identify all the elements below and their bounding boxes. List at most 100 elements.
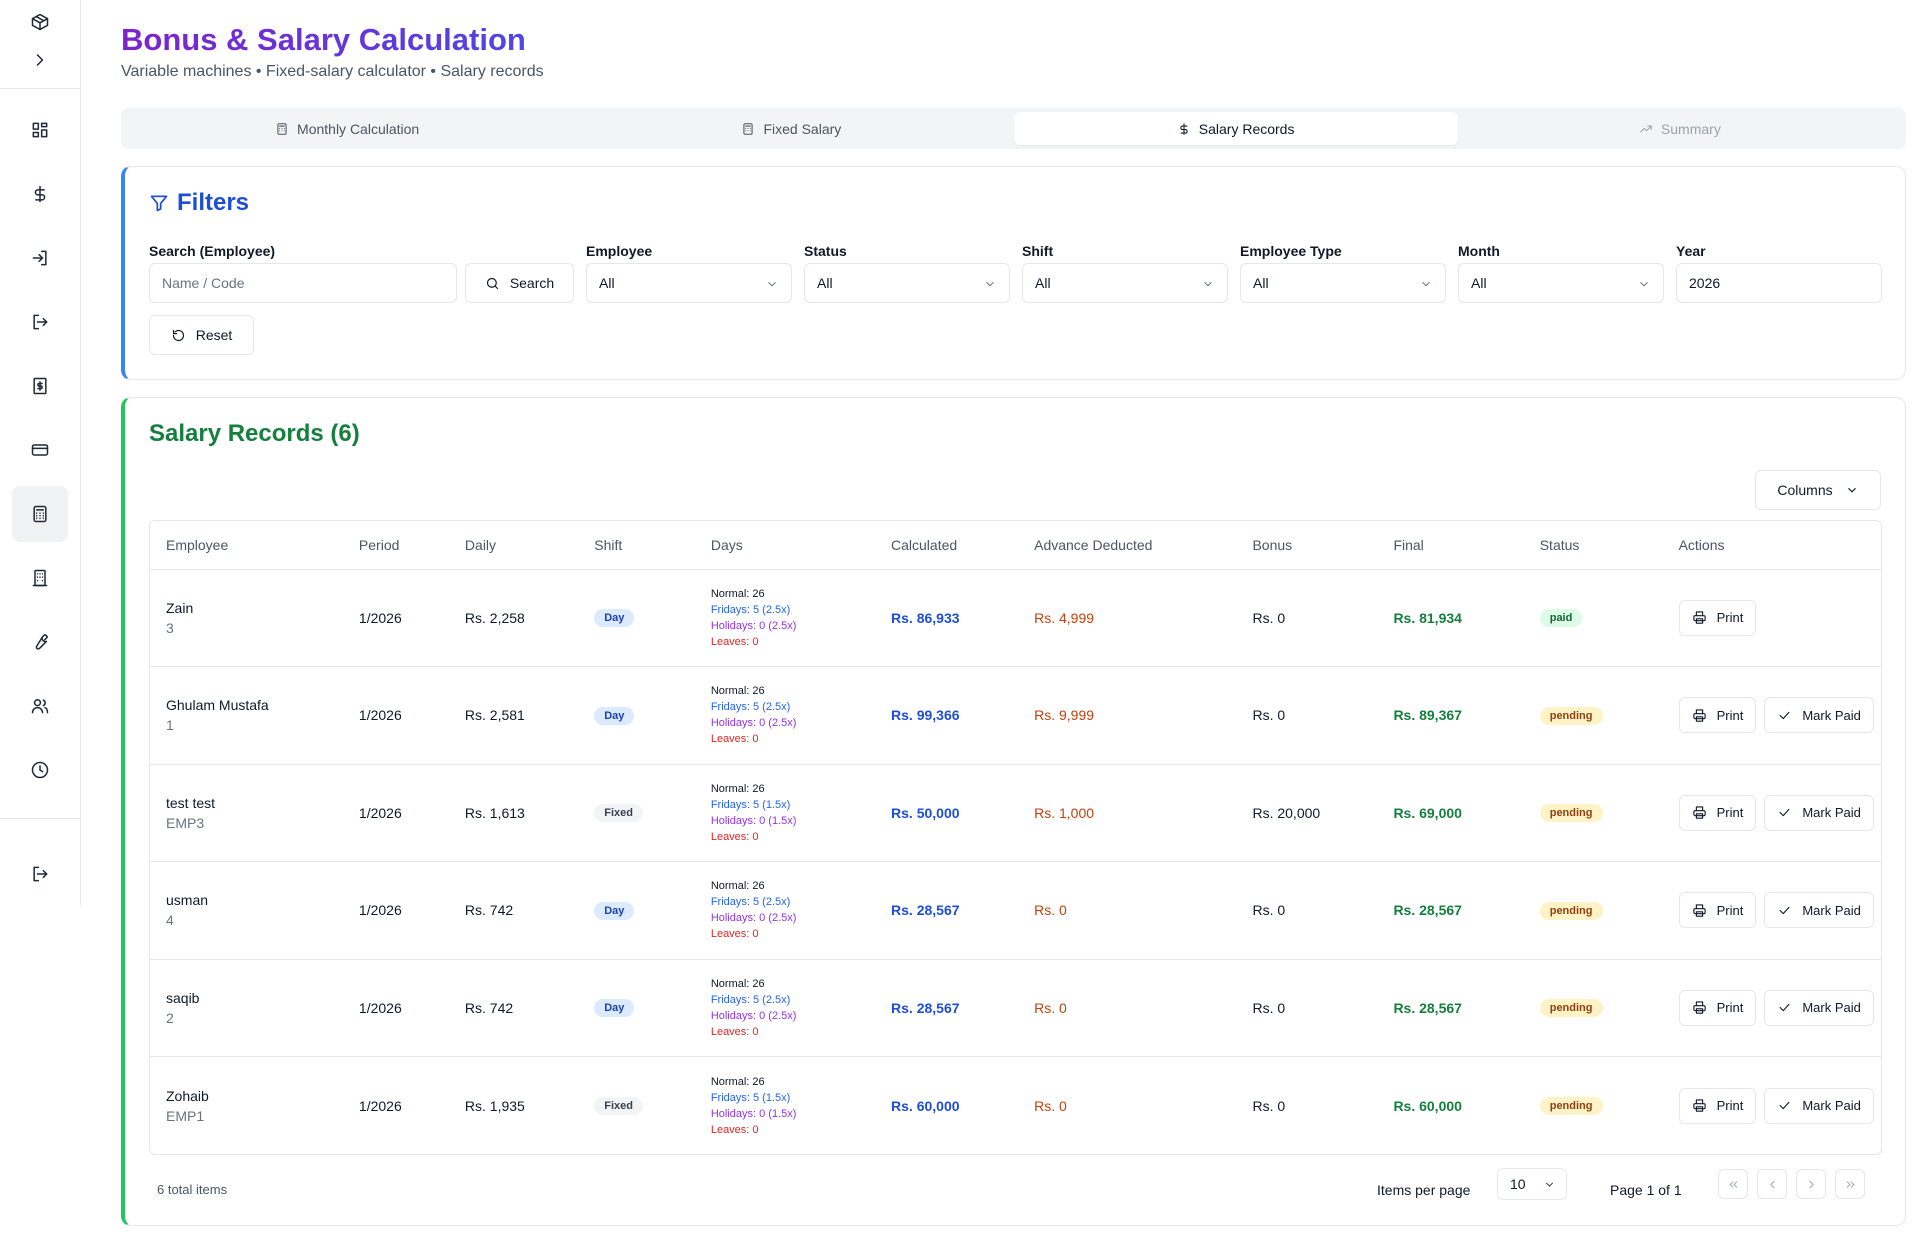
- sidebar-item-check-in[interactable]: [12, 230, 68, 286]
- sidebar-item-salary[interactable]: [12, 166, 68, 222]
- status-select[interactable]: All: [804, 263, 1010, 303]
- column-header[interactable]: Shift: [578, 521, 695, 570]
- calculated-cell: Rs. 28,567: [875, 861, 1019, 960]
- column-header[interactable]: Days: [694, 521, 876, 570]
- chevrons-right-icon: [1846, 1180, 1854, 1188]
- daily-cell: Rs. 2,581: [448, 666, 579, 765]
- holiday-days: Holidays: 0 (1.5x): [710, 1107, 797, 1120]
- advance-deducted-cell: Rs. 4,999: [1018, 569, 1237, 667]
- search-input[interactable]: Name / Code: [149, 263, 457, 303]
- employee-name: Ghulam Mustafa: [166, 697, 269, 714]
- daily-cell: Rs. 742: [448, 861, 579, 960]
- employee-cell: Zain 3: [150, 569, 343, 667]
- sidebar-item-employees[interactable]: [12, 678, 68, 734]
- box-icon[interactable]: [26, 8, 54, 36]
- printer-icon: [1692, 1001, 1706, 1014]
- normal-days: Normal: 26: [710, 782, 765, 795]
- column-header[interactable]: Calculated: [875, 521, 1019, 570]
- reset-button[interactable]: Reset: [149, 315, 254, 355]
- previous-page-button[interactable]: [1757, 1169, 1787, 1199]
- employee-code: 1: [166, 717, 174, 734]
- employee-cell: Zohaib EMP1: [150, 1057, 343, 1155]
- sidebar-item-payroll[interactable]: [12, 358, 68, 414]
- items-per-page-select[interactable]: 10: [1497, 1168, 1567, 1200]
- print-button[interactable]: Print: [1678, 697, 1757, 734]
- total-items: 6 total items: [157, 1182, 228, 1197]
- sidebar-item-check-out[interactable]: [12, 294, 68, 350]
- column-header[interactable]: Bonus: [1236, 521, 1378, 570]
- print-button[interactable]: Print: [1678, 599, 1757, 636]
- mark-paid-button[interactable]: Mark Paid: [1764, 892, 1874, 929]
- days-cell: Normal: 26 Fridays: 5 (2.5x) Holidays: 0 (…: [694, 861, 876, 960]
- final-cell: Rs. 28,567: [1377, 959, 1524, 1057]
- shift-badge: Day: [594, 999, 635, 1018]
- daily-cell: Rs. 1,935: [464, 1097, 525, 1114]
- employee-type-select[interactable]: All: [1240, 263, 1446, 303]
- year-input[interactable]: 2026: [1676, 263, 1882, 303]
- chevron-right-icon[interactable]: [26, 46, 54, 74]
- status-label: Status: [804, 243, 847, 259]
- normal-days: Normal: 26: [710, 1075, 765, 1088]
- login-icon: [32, 250, 47, 266]
- logout-icon: [33, 866, 48, 882]
- status-cell: pending: [1523, 959, 1663, 1057]
- sidebar-item-dashboard[interactable]: [12, 102, 68, 158]
- tab-list: Monthly Calculation Fixed Salary Salary …: [121, 108, 1906, 149]
- column-header[interactable]: Advance Deducted: [1018, 521, 1237, 570]
- month-select[interactable]: All: [1458, 263, 1664, 303]
- print-button[interactable]: Print: [1678, 794, 1757, 831]
- clock-icon: [31, 761, 49, 779]
- period-cell: 1/2026: [342, 666, 449, 765]
- sidebar-header: [0, 0, 80, 89]
- employee-code: EMP1: [166, 1107, 205, 1124]
- sidebar-logout[interactable]: [12, 846, 68, 902]
- shift-select[interactable]: All: [1022, 263, 1228, 303]
- mark-paid-button[interactable]: Mark Paid: [1764, 697, 1874, 734]
- sidebar-item-bonus-salary[interactable]: [12, 486, 68, 542]
- table-row: Zohaib EMP1 1/2026 Rs. 1,935 Fixed Normal: 26…: [150, 1057, 1881, 1155]
- employee-type-label: Employee Type: [1240, 243, 1342, 259]
- print-button[interactable]: Print: [1678, 989, 1757, 1026]
- column-header[interactable]: Employee: [150, 521, 343, 570]
- columns-button[interactable]: Columns: [1755, 470, 1881, 510]
- sidebar-item-attendance[interactable]: [12, 742, 68, 798]
- employee-cell: test test EMP3: [150, 764, 343, 862]
- days-cell: Normal: 26 Fridays: 5 (2.5x) Holidays: 0 (…: [694, 569, 876, 667]
- column-header[interactable]: Status: [1523, 521, 1663, 570]
- employee-label: Employee: [586, 243, 653, 259]
- table-row: saqib 2 1/2026 Rs. 742 Day Normal: 26 Fridays:…: [150, 959, 1881, 1057]
- mark-paid-button[interactable]: Mark Paid: [1764, 989, 1874, 1026]
- sidebar-item-maintenance[interactable]: [12, 614, 68, 670]
- print-button[interactable]: Print: [1678, 1087, 1757, 1124]
- column-header[interactable]: Final: [1377, 521, 1524, 570]
- advance-deducted-cell: Rs. 1,000: [1018, 764, 1237, 862]
- friday-days: Fridays: 5 (2.5x): [710, 603, 791, 616]
- chevron-down-icon: [1422, 281, 1430, 287]
- last-page-button[interactable]: [1835, 1169, 1865, 1199]
- sidebar-item-payments[interactable]: [12, 422, 68, 478]
- normal-days: Normal: 26: [710, 880, 765, 893]
- search-button[interactable]: Search: [465, 263, 574, 303]
- employee-code: EMP3: [166, 814, 205, 831]
- employee-code: 4: [166, 912, 174, 929]
- logout-arrow-icon: [33, 314, 48, 330]
- chevron-left-icon: [1769, 1180, 1775, 1188]
- print-button[interactable]: Print: [1678, 892, 1757, 929]
- first-page-button[interactable]: [1718, 1169, 1748, 1199]
- building-icon: [32, 569, 48, 587]
- column-header[interactable]: Daily: [448, 521, 579, 570]
- tab-salary-records[interactable]: Salary Records: [1013, 112, 1458, 145]
- status-cell: pending: [1523, 861, 1663, 960]
- period-cell: 1/2026: [342, 861, 449, 960]
- column-header[interactable]: Period: [342, 521, 449, 570]
- mark-paid-button[interactable]: Mark Paid: [1764, 1087, 1874, 1124]
- status-cell: pending: [1523, 666, 1663, 765]
- tab-fixed-salary[interactable]: Fixed Salary: [569, 112, 1013, 145]
- next-page-button[interactable]: [1796, 1169, 1826, 1199]
- mark-paid-button[interactable]: Mark Paid: [1764, 794, 1874, 831]
- sidebar-item-reports[interactable]: [12, 550, 68, 606]
- receipt-icon: [33, 377, 47, 395]
- printer-icon: [1692, 1099, 1706, 1112]
- employee-select[interactable]: All: [586, 263, 792, 303]
- tab-monthly-calculation[interactable]: Monthly Calculation: [125, 112, 569, 145]
